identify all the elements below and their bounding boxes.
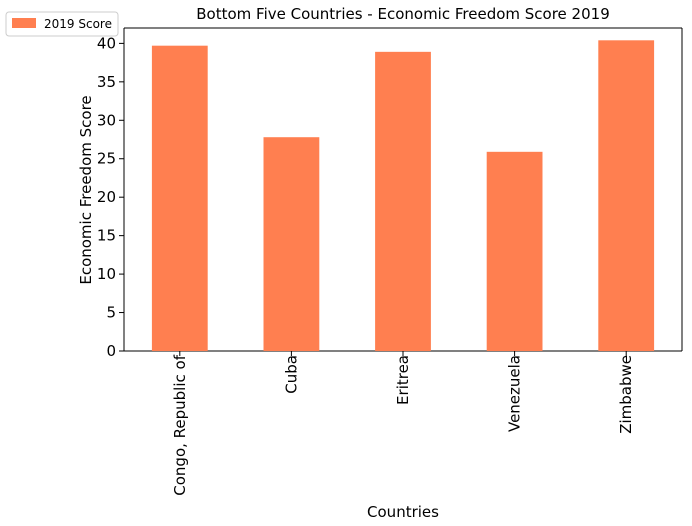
- chart-title: Bottom Five Countries - Economic Freedom…: [196, 5, 609, 23]
- x-tick-label: Venezuela: [506, 355, 524, 432]
- y-tick-label: 0: [106, 342, 116, 360]
- x-tick-label: Congo, Republic of: [171, 354, 189, 495]
- bar-eritrea: [375, 51, 431, 351]
- legend-swatch: [12, 18, 36, 28]
- legend: 2019 Score: [5, 11, 119, 37]
- y-tick-label: 30: [97, 111, 116, 129]
- bar-zimbabwe: [598, 40, 655, 352]
- bars-layer: [151, 40, 655, 352]
- x-tick-label: Cuba: [282, 355, 300, 394]
- y-tick-label: 10: [97, 265, 116, 283]
- y-tick-label: 25: [97, 150, 116, 168]
- legend-label: 2019 Score: [44, 17, 112, 31]
- y-axis-label: Economic Freedom Score: [77, 95, 95, 284]
- x-tick-label: Zimbabwe: [617, 355, 635, 434]
- bar-cuba: [263, 137, 320, 351]
- x-axis-label: Countries: [367, 503, 439, 521]
- y-tick-label: 20: [97, 188, 116, 206]
- y-tick-label: 40: [97, 34, 116, 52]
- y-tick-label: 35: [97, 73, 116, 91]
- bar-congo-republic-of: [151, 45, 208, 351]
- y-tick-label: 15: [97, 227, 116, 245]
- x-ticks: Congo, Republic of Cuba Eritrea Venezuela Zi…: [171, 351, 635, 496]
- bar-venezuela: [486, 151, 543, 351]
- y-tick-label: 5: [106, 304, 116, 322]
- x-tick-label: Eritrea: [394, 355, 412, 405]
- y-ticks: 0 5 10 15 20 25 30 35 40: [97, 34, 124, 360]
